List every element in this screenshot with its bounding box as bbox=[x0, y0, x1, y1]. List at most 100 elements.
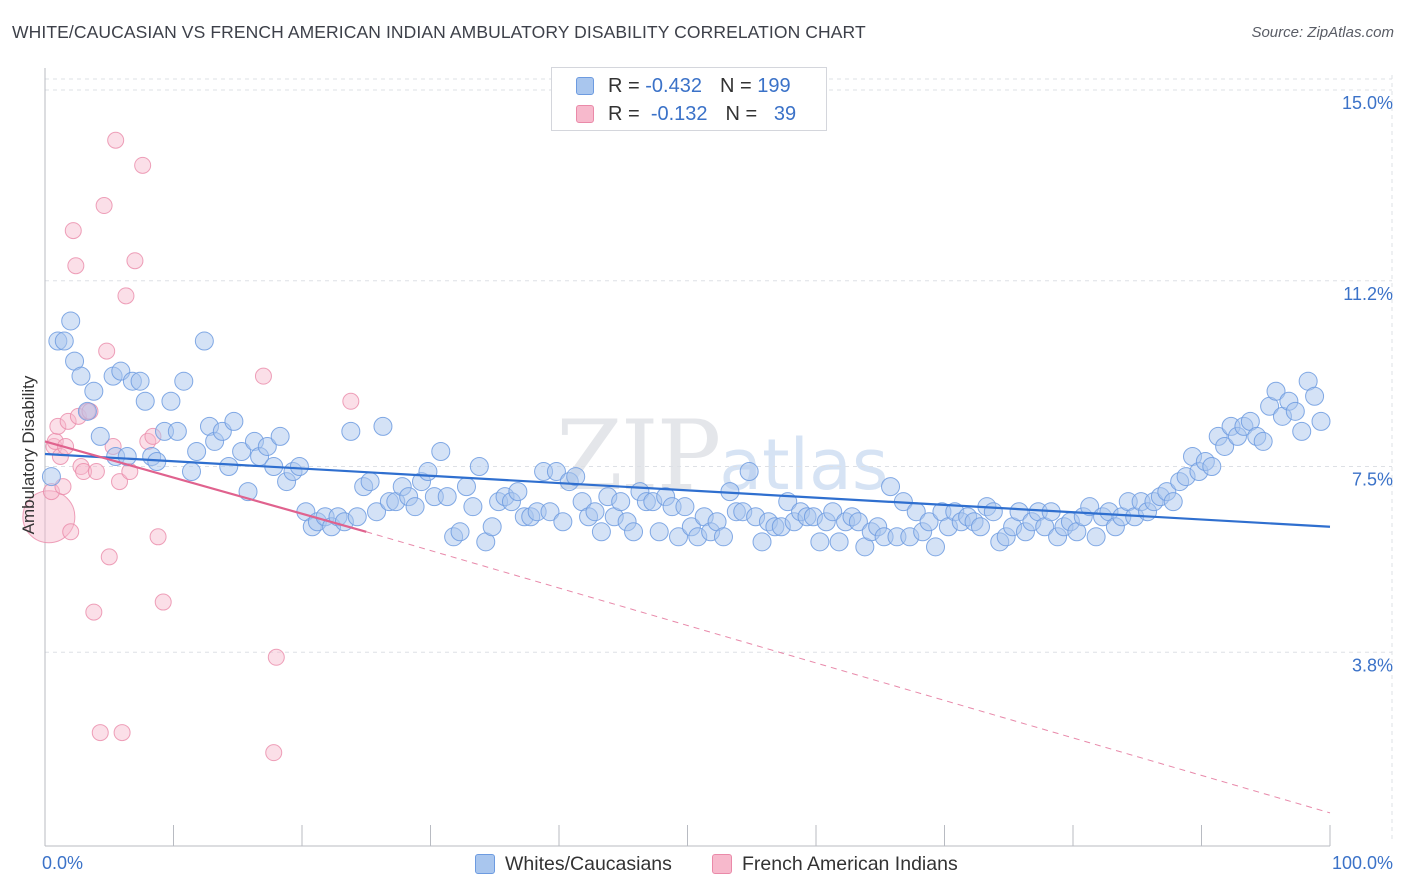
blue-point bbox=[437, 487, 457, 507]
legend-item-whites[interactable]: Whites/Caucasians bbox=[475, 850, 672, 878]
blue-point bbox=[187, 441, 207, 461]
pink-point bbox=[154, 593, 172, 611]
blue-point bbox=[360, 472, 380, 492]
blue-point bbox=[130, 371, 150, 391]
blue-point bbox=[174, 371, 194, 391]
chart-title: WHITE/CAUCASIAN VS FRENCH AMERICAN INDIA… bbox=[12, 22, 866, 42]
pink-swatch bbox=[712, 854, 732, 874]
blue-point bbox=[90, 426, 110, 446]
pink-point bbox=[98, 342, 116, 360]
blue-point bbox=[167, 421, 187, 441]
pink-swatch bbox=[576, 105, 594, 123]
blue-point bbox=[1080, 497, 1100, 517]
pink-point bbox=[342, 392, 360, 410]
blue-point bbox=[739, 462, 759, 482]
blue-point bbox=[456, 477, 476, 497]
blue-point bbox=[624, 522, 644, 542]
blue-point bbox=[224, 411, 244, 431]
pink-point bbox=[267, 648, 285, 666]
blue-point bbox=[54, 331, 74, 351]
source-label: Source: ZipAtlas.com bbox=[1251, 24, 1394, 41]
y-axis-title: Ambulatory Disability bbox=[19, 375, 38, 535]
legend-label-whites: Whites/Caucasians bbox=[505, 852, 672, 875]
pink-point bbox=[107, 131, 125, 149]
blue-point bbox=[41, 467, 61, 487]
blue-point bbox=[752, 532, 772, 552]
blue-swatch bbox=[576, 77, 594, 95]
blue-point bbox=[1163, 492, 1183, 512]
pink-point bbox=[51, 447, 69, 465]
blue-point bbox=[823, 502, 843, 522]
blue-point bbox=[289, 457, 309, 477]
blue-point bbox=[848, 512, 868, 532]
pink-point bbox=[91, 724, 109, 742]
blue-point bbox=[84, 381, 104, 401]
pink-point bbox=[85, 603, 103, 621]
pink-point bbox=[265, 744, 283, 762]
x-tick-label: 100.0% bbox=[1332, 853, 1393, 873]
blue-point bbox=[970, 517, 990, 537]
blue-point bbox=[675, 497, 695, 517]
legend-item-french[interactable]: French American Indians bbox=[712, 850, 958, 878]
blue-point bbox=[546, 462, 566, 482]
pink-point bbox=[100, 548, 118, 566]
tick-labels: 3.8% 7.5% 11.2% 15.0% 0.0% 100.0% bbox=[42, 93, 1393, 873]
blue-point bbox=[919, 512, 939, 532]
legend-r-label: R = bbox=[608, 102, 640, 125]
blue-point bbox=[469, 457, 489, 477]
legend-row-french: R = -0.132 N = 39 bbox=[576, 101, 796, 127]
blue-point bbox=[553, 512, 573, 532]
blue-point bbox=[61, 311, 81, 331]
legend-n-label: N = bbox=[725, 102, 758, 125]
blue-point bbox=[181, 462, 201, 482]
legend-r-value: -0.432 bbox=[645, 74, 702, 97]
legend-label-french: French American Indians bbox=[742, 852, 958, 875]
blue-point bbox=[1086, 527, 1106, 547]
legend-n-label: N = bbox=[719, 74, 752, 97]
blue-point bbox=[77, 401, 97, 421]
pink-trend-line bbox=[44, 440, 367, 533]
blue-point bbox=[1305, 386, 1325, 406]
pink-point bbox=[134, 156, 152, 174]
blue-point bbox=[405, 497, 425, 517]
blue-point bbox=[881, 477, 901, 497]
blue-point bbox=[1253, 431, 1273, 451]
legend-n-value: 199 bbox=[757, 74, 791, 97]
axes bbox=[44, 68, 1331, 847]
blue-point bbox=[418, 462, 438, 482]
white-caucasian-points bbox=[41, 311, 1331, 557]
blue-swatch bbox=[475, 854, 495, 874]
blue-point bbox=[829, 532, 849, 552]
blue-point bbox=[566, 467, 586, 487]
blue-point bbox=[373, 416, 393, 436]
blue-point bbox=[1266, 381, 1286, 401]
trend-lines bbox=[44, 440, 1331, 814]
blue-point bbox=[611, 492, 631, 512]
blue-point bbox=[135, 391, 155, 411]
blue-point bbox=[669, 527, 689, 547]
pink-point bbox=[59, 412, 77, 430]
pink-point bbox=[62, 523, 80, 541]
pink-point bbox=[111, 473, 129, 491]
pink-point bbox=[117, 287, 135, 305]
blue-point bbox=[219, 457, 239, 477]
pink-point bbox=[49, 417, 67, 435]
pink-trend-extension bbox=[366, 531, 1331, 814]
pink-point bbox=[75, 463, 93, 481]
blue-point bbox=[232, 441, 252, 461]
blue-point bbox=[71, 366, 91, 386]
blue-point bbox=[1009, 502, 1029, 522]
blue-point bbox=[1311, 411, 1331, 431]
blue-point bbox=[367, 502, 387, 522]
blue-point bbox=[810, 532, 830, 552]
blue-point bbox=[347, 507, 367, 527]
pink-point bbox=[126, 252, 144, 270]
blue-point bbox=[257, 436, 277, 456]
blue-point bbox=[508, 482, 528, 502]
pink-point bbox=[72, 458, 90, 476]
legend-n-value: 39 bbox=[773, 102, 797, 125]
blue-point bbox=[450, 522, 470, 542]
y-tick-label: 7.5% bbox=[1352, 470, 1393, 490]
y-tick-label: 11.2% bbox=[1343, 284, 1393, 304]
